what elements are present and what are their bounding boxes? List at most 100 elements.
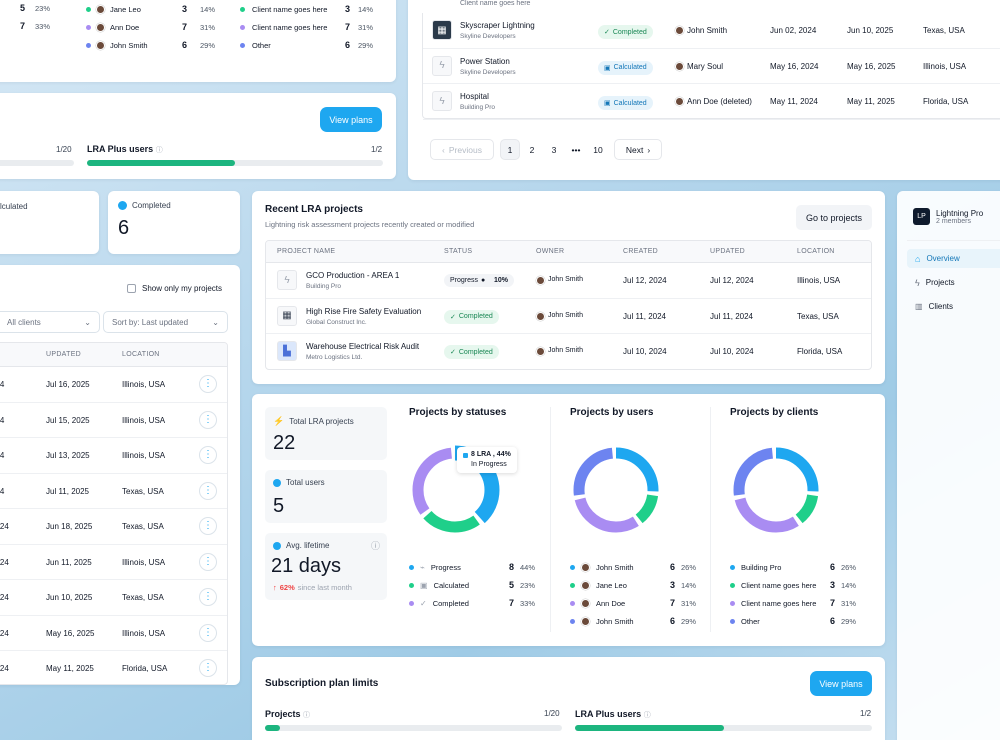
top-left-summary-card: 5 23% 7 33% Jane Leo 3 14% Ann Doe 7 31% John … xyxy=(0,0,396,82)
avatar xyxy=(675,97,684,106)
sidebar-item-projects[interactable]: ϟ Projects xyxy=(915,277,955,288)
avatar xyxy=(96,22,105,32)
donut-segment[interactable] xyxy=(733,447,819,533)
home-icon: ⌂ xyxy=(915,253,921,264)
chart-3: Projects by clients Building Pro 6 26% Clien… xyxy=(730,407,880,627)
checkbox[interactable] xyxy=(127,284,136,293)
clients-filter-select[interactable]: All clients ⌄ xyxy=(0,311,100,333)
avatar xyxy=(96,4,105,14)
recent-subtitle: Lightning risk assessment projects recen… xyxy=(265,220,475,229)
avatar xyxy=(581,580,590,590)
legend-dot xyxy=(240,6,245,12)
donut-segment[interactable] xyxy=(412,447,498,533)
stopwatch-icon xyxy=(273,541,281,550)
page-10-button[interactable]: 10 xyxy=(593,144,603,155)
row-actions-button[interactable]: ⋮ xyxy=(199,588,217,606)
legend-item: Client name goes here 3 14% xyxy=(730,579,868,591)
projects-table-card-left: Show only my projects All clients ⌄ Sort … xyxy=(0,265,240,685)
info-icon: ⓘ xyxy=(303,712,311,719)
legend-dot xyxy=(570,618,575,624)
chevron-right-icon: › xyxy=(647,144,651,155)
info-icon[interactable]: ⓘ xyxy=(370,541,380,551)
chart-1: Projects by statuses 8 LRA , 44% In Progre… xyxy=(409,407,559,627)
lra-plus-label: LRA Plus users ⓘ xyxy=(87,144,163,154)
legend-item: John Smith 6 29% xyxy=(570,615,708,627)
page-1-button[interactable]: 1 xyxy=(500,139,520,160)
building-thumbnail: ▦ xyxy=(277,305,297,326)
completed-value: 6 xyxy=(118,217,130,239)
legend-dot xyxy=(86,42,91,48)
row-actions-button[interactable]: ⋮ xyxy=(199,552,217,571)
donut-segment[interactable] xyxy=(410,445,500,535)
legend-item: Jane Leo 3 14% xyxy=(570,579,708,591)
org-name: Lightning Pro xyxy=(936,208,984,218)
row-actions-button[interactable]: ⋮ xyxy=(199,446,217,464)
building-icon: ▥ xyxy=(915,302,923,311)
row-actions-button[interactable]: ⋮ xyxy=(199,659,217,677)
previous-page-button[interactable]: ‹ Previous xyxy=(430,139,494,160)
show-only-mine-toggle[interactable]: Show only my projects xyxy=(127,284,222,293)
legend-dot xyxy=(86,24,91,30)
column-header: OWNER xyxy=(536,248,565,255)
table-row[interactable]: ϟ Hospital Building Pro ▣ Calculated Ann Doe … xyxy=(423,84,1000,120)
check-circle-icon: ✓ xyxy=(450,349,456,356)
avatar xyxy=(96,40,105,50)
table-row[interactable]: ▙ Warehouse Electrical Risk Audit Metro Lo… xyxy=(266,334,871,369)
lra-plus-bar xyxy=(575,725,872,731)
row-actions-button[interactable]: ⋮ xyxy=(199,410,217,429)
view-plans-button[interactable]: View plans xyxy=(320,107,382,132)
page-2-button[interactable]: 2 xyxy=(529,144,535,155)
info-icon: ⓘ xyxy=(643,712,651,719)
donut-segment[interactable] xyxy=(573,447,659,533)
table-row[interactable]: ▦ High Rise Fire Safety Evaluation Global … xyxy=(266,299,871,334)
table-row[interactable]: ϟ Power Station Skyline Developers ▣ Calcula… xyxy=(423,49,1000,84)
row-actions-button[interactable]: ⋮ xyxy=(199,375,217,393)
donut-segment[interactable] xyxy=(733,447,819,533)
status-badge: Progress ● 10% xyxy=(444,274,514,287)
status-count-row: 5 23% xyxy=(20,3,51,13)
sort-select[interactable]: Sort by: Last updated ⌄ xyxy=(103,311,228,333)
avatar xyxy=(581,598,590,608)
row-actions-button[interactable]: ⋮ xyxy=(199,623,217,642)
chart-tooltip: 8 LRA , 44% In Progress xyxy=(457,447,517,474)
subscription-card: Subscription plan limits View plans Proj… xyxy=(252,657,885,740)
check-circle-icon: ✓ xyxy=(450,313,456,321)
legend-dot xyxy=(570,582,575,588)
donut-segment[interactable] xyxy=(733,447,819,533)
legend-item: ⌁ Progress 8 44% xyxy=(409,561,547,573)
chevron-down-icon: ⌄ xyxy=(212,317,219,327)
org-switcher[interactable]: LP Lightning Pro 2 members xyxy=(913,208,983,225)
lra-plus-label: LRA Plus users ⓘ xyxy=(575,709,651,719)
table-row[interactable]: ϟ GCO Production - AREA 1 Building Pro Prog… xyxy=(266,263,871,299)
donut-segment[interactable] xyxy=(573,447,659,533)
next-page-button[interactable]: Next › xyxy=(614,139,662,160)
recent-projects-card: Recent LRA projects Lightning risk asses… xyxy=(252,191,885,384)
sidebar-item-overview[interactable]: ⌂ Overview xyxy=(907,249,1000,268)
lra-plus-bar-fill xyxy=(575,725,724,731)
view-plans-button[interactable]: View plans xyxy=(810,671,872,696)
row-actions-button[interactable]: ⋮ xyxy=(199,517,217,535)
user-legend-row: Jane Leo 3 14% xyxy=(86,3,236,15)
progress-icon: ⌁ xyxy=(420,562,425,572)
sidebar-item-clients[interactable]: ▥ Clients xyxy=(915,302,954,311)
stats-charts-card: ⚡ Total LRA projects 22 Total users 5 Avg… xyxy=(252,394,885,646)
lra-plus-ratio: 1/2 xyxy=(371,145,383,154)
go-to-projects-button[interactable]: Go to projects xyxy=(796,205,872,230)
page-3-button[interactable]: 3 xyxy=(551,144,557,155)
donut-segment[interactable] xyxy=(573,447,659,533)
donut-segment[interactable] xyxy=(412,447,498,533)
pagination-ellipsis: ••• xyxy=(571,144,581,155)
table-row[interactable]: ▦ Skyscraper Lightning Skyline Developers ✓… xyxy=(423,13,1000,49)
row-actions-button[interactable]: ⋮ xyxy=(199,481,217,500)
client-legend-row: Other 6 29% xyxy=(240,39,390,51)
